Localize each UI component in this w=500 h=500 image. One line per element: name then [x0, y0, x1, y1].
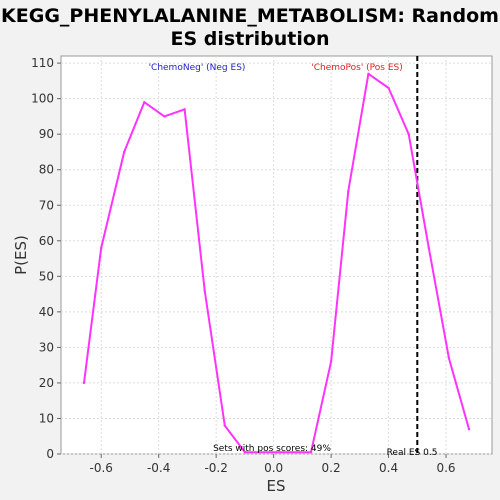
data-point: [123, 150, 126, 154]
x-tick-label: 0.6: [436, 461, 455, 475]
data-point: [467, 427, 471, 431]
data-point: [203, 289, 206, 292]
y-tick-label: 0: [46, 447, 54, 461]
x-tick-label: 0.4: [379, 461, 398, 475]
data-point: [407, 132, 410, 136]
y-tick-label: 100: [31, 92, 54, 106]
plot-area: [60, 55, 493, 455]
chart-subtitle: ES distribution: [171, 28, 330, 50]
series-line: [83, 72, 470, 454]
y-tick-label: 70: [39, 198, 54, 212]
y-tick-label: 110: [31, 56, 54, 70]
data-point: [427, 246, 430, 250]
y-tick-label: 90: [39, 127, 54, 141]
data-point: [243, 451, 247, 454]
x-axis-ticks: -0.6 -0.4 -0.2 0.0 0.2 0.4 0.6: [90, 454, 456, 475]
y-tick-label: 40: [39, 305, 54, 319]
y-tick-label: 30: [39, 340, 54, 354]
x-tick-label: -0.4: [147, 461, 170, 475]
data-point: [309, 451, 313, 454]
y-axis-label: P(ES): [12, 235, 30, 275]
neg-es-label: 'ChemoNeg' (Neg ES): [149, 63, 246, 73]
pos-es-label: 'ChemoPos' (Pos ES): [311, 63, 403, 73]
y-tick-label: 20: [39, 376, 54, 390]
y-axis-ticks: 0 10 20 30 40 50 60 70 80 90 100 110: [31, 56, 61, 461]
y-tick-label: 80: [39, 163, 54, 177]
y-tick-label: 60: [39, 234, 54, 248]
data-point: [387, 86, 390, 90]
data-point: [143, 100, 146, 104]
data-point: [163, 115, 166, 118]
es-distribution-series: [82, 72, 471, 454]
data-point: [367, 72, 370, 75]
x-tick-label: -0.2: [204, 461, 227, 475]
x-tick-label: 0.0: [264, 461, 283, 475]
x-tick-label: 0.2: [322, 461, 341, 475]
y-tick-label: 50: [39, 269, 54, 283]
x-tick-label: -0.6: [90, 461, 113, 475]
data-point: [223, 424, 226, 427]
data-point: [347, 189, 350, 193]
data-point: [329, 360, 333, 363]
x-axis-label: ES: [267, 477, 286, 495]
data-point: [82, 381, 86, 385]
y-tick-label: 10: [39, 411, 54, 425]
real-es-annotation: Real ES 0.5: [387, 448, 438, 458]
chart-title: KEGG_PHENYLALANINE_METABOLISM: Random: [1, 5, 499, 27]
data-point: [447, 356, 451, 360]
data-point: [100, 246, 103, 250]
pos-scores-annotation: Sets with pos scores: 49%: [213, 444, 331, 454]
data-point: [183, 108, 186, 111]
